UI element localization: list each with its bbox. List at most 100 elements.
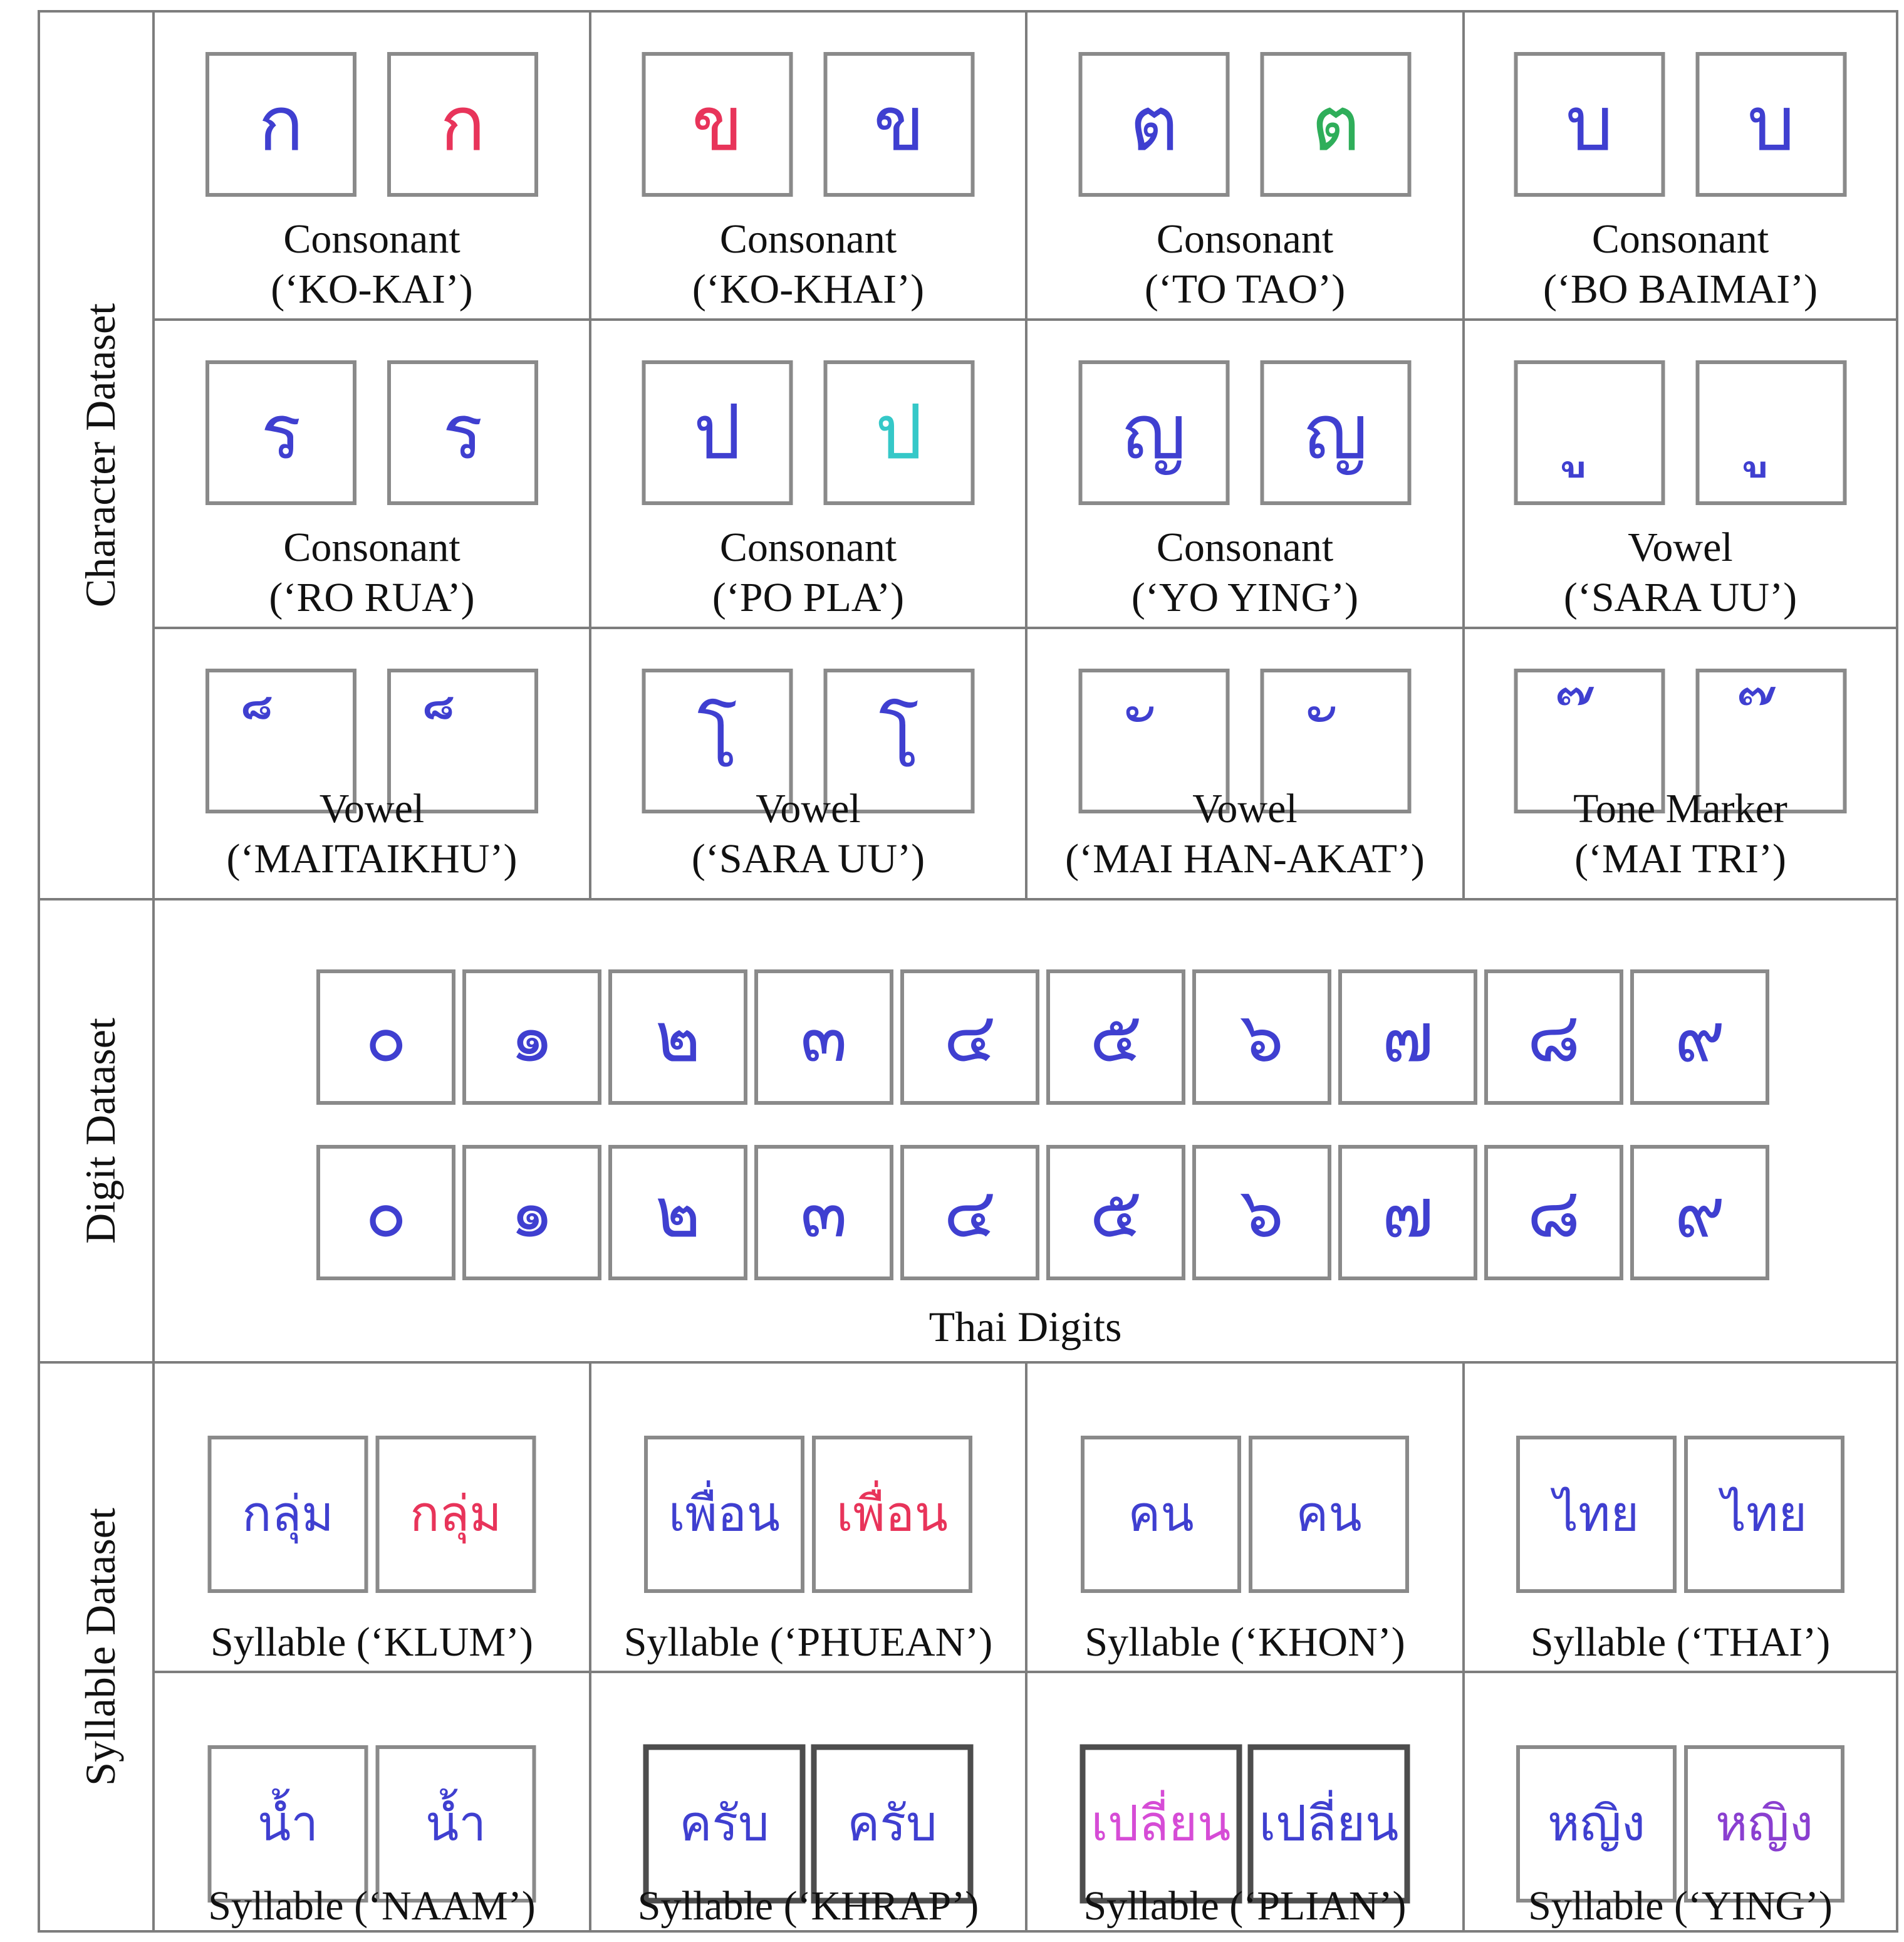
sample-type-label: Consonant (1592, 216, 1769, 262)
sample-frame (900, 969, 1039, 1105)
sample-frame (1516, 1436, 1677, 1593)
handwritten-glyph: ๘ (1527, 997, 1581, 1077)
handwritten-glyph: ข (692, 81, 743, 168)
sample-frame (1247, 1744, 1410, 1904)
sample-frame (462, 969, 601, 1105)
sample-image: ๊ (1695, 669, 1847, 813)
sample-type-label: Vowel (320, 786, 424, 832)
sample-frame (205, 669, 356, 813)
sample-frame (387, 52, 538, 197)
sample-image: กลุ่ม (375, 1436, 536, 1593)
sample-frame (205, 52, 356, 197)
sample-frame (1192, 969, 1331, 1105)
sample-frame (1514, 52, 1665, 197)
sample-name-label: (‘RO RUA’) (269, 575, 474, 620)
sample-frame (387, 360, 538, 505)
sample-frame (462, 1145, 601, 1280)
sample-frame (207, 1436, 368, 1593)
handwritten-glyph: ๐ (365, 1172, 407, 1253)
sample-image: ๐ (316, 1145, 455, 1280)
sample-image: ก (205, 52, 356, 197)
sample-type-label: Consonant (1157, 525, 1333, 570)
sample-frame (1695, 669, 1847, 813)
sample-type-label: Tone Marker (1573, 786, 1787, 832)
sample-frame (1338, 1145, 1477, 1280)
table-border (38, 10, 1898, 1933)
handwritten-glyph: บ (1566, 81, 1613, 168)
sample-image: ั (1078, 669, 1230, 813)
sample-frame (207, 1745, 368, 1903)
sample-frame (1081, 1436, 1241, 1593)
sample-image: ็ (205, 669, 356, 813)
sample-image: น้ำ (375, 1745, 536, 1903)
sample-image: คน (1081, 1436, 1241, 1593)
syllable-label: Syllable (‘KLUM’) (211, 1619, 533, 1665)
syllable-label: Syllable (‘KHON’) (1085, 1619, 1405, 1665)
sample-image: เพื่อน (812, 1436, 972, 1593)
sample-image: หญิง (1516, 1745, 1677, 1903)
sample-image: คน (1249, 1436, 1409, 1593)
handwritten-glyph: โ (697, 697, 737, 785)
sample-frame (316, 1145, 455, 1280)
handwritten-glyph: ๕ (1090, 1172, 1142, 1253)
sample-frame (608, 969, 747, 1105)
syllable-label: Syllable (‘PLIAN’) (1083, 1883, 1406, 1929)
sample-image: โ (823, 669, 975, 813)
sample-frame (812, 1436, 972, 1593)
sample-image: ๑ (462, 1145, 601, 1280)
sample-frame (823, 360, 975, 505)
sample-frame (1630, 1145, 1769, 1280)
sample-frame (1484, 969, 1623, 1105)
sample-frame (644, 1436, 804, 1593)
handwritten-glyph: ๖ (1240, 997, 1284, 1077)
sample-image: เพื่อน (644, 1436, 804, 1593)
syllable-label: Syllable (‘YING’) (1528, 1883, 1833, 1929)
handwritten-glyph: ๔ (944, 997, 996, 1077)
sample-name-label: (‘SARA UU’) (1564, 575, 1797, 620)
sample-frame (823, 669, 975, 813)
sample-frame (1260, 52, 1412, 197)
sample-frame (1484, 1145, 1623, 1280)
sample-image: ๓ (754, 969, 893, 1105)
handwritten-glyph: เพื่อน (668, 1481, 780, 1543)
sample-name-label: (‘KO-KHAI’) (692, 266, 924, 312)
sample-name-label: (‘MAI TRI’) (1574, 836, 1786, 882)
syllable-label: Syllable (‘KHRAP’) (638, 1883, 979, 1929)
section-label-digit: Digit Dataset (76, 1018, 124, 1244)
sample-frame (1260, 669, 1412, 813)
sample-image: ร (387, 360, 538, 505)
sample-image: ๙ (1630, 969, 1769, 1105)
sample-name-label: (‘MAITAIKHU’) (227, 836, 518, 882)
sample-image: ไทย (1516, 1436, 1677, 1593)
sample-frame (375, 1745, 536, 1903)
sample-image: ู (1514, 360, 1665, 505)
digits-caption: Thai Digits (929, 1303, 1122, 1350)
handwritten-glyph: หญิง (1548, 1796, 1645, 1852)
section-label-character: Character Dataset (76, 303, 124, 607)
sample-frame (1078, 360, 1230, 505)
handwritten-glyph: ๙ (1675, 997, 1725, 1077)
handwritten-glyph: ก (440, 81, 486, 168)
sample-image: ก (387, 52, 538, 197)
sample-name-label: (‘KO-KAI’) (271, 266, 473, 312)
sample-name-label: (‘TO TAO’) (1145, 266, 1345, 312)
sample-frame (608, 1145, 747, 1280)
handwritten-glyph: ๒ (655, 997, 701, 1077)
sample-image: ๓ (754, 1145, 893, 1280)
sample-frame (900, 1145, 1039, 1280)
sample-type-label: Consonant (1157, 216, 1333, 262)
sample-frame (1684, 1745, 1844, 1903)
handwritten-glyph: ๗ (1382, 997, 1434, 1077)
sample-image: ต (1078, 52, 1230, 197)
sample-image: ไทย (1684, 1436, 1844, 1593)
handwritten-glyph: ไทย (1550, 1486, 1639, 1543)
sample-frame (642, 360, 793, 505)
sample-frame (1079, 1744, 1242, 1904)
handwritten-glyph: ๘ (1527, 1172, 1581, 1253)
handwritten-glyph: ญ (1304, 389, 1368, 476)
handwritten-glyph: ก (258, 81, 304, 168)
sample-image: ญ (1078, 360, 1230, 505)
table-grid (38, 10, 1898, 1933)
sample-image: ๔ (900, 969, 1039, 1105)
